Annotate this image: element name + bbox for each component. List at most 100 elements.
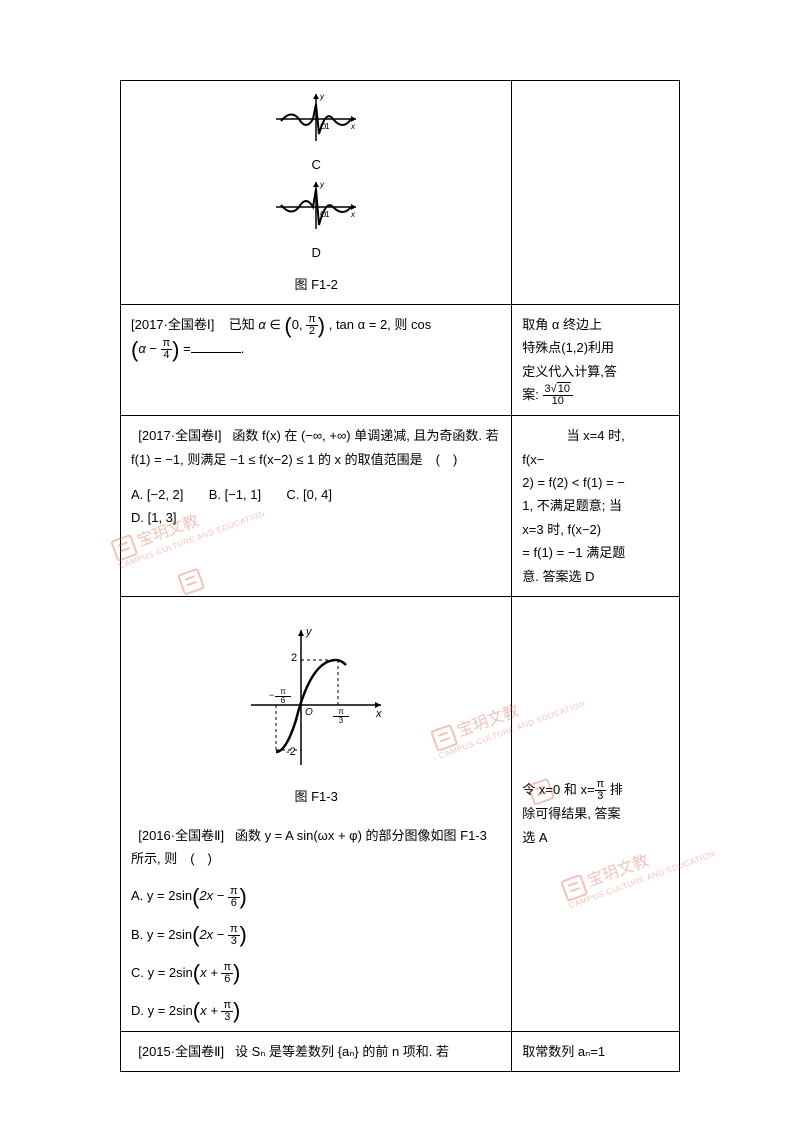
cell-row1-right: [512, 81, 680, 305]
svg-text:−: −: [269, 690, 274, 700]
r4-r-frac: π3: [595, 779, 607, 802]
cell-row3-right: 当 x=4 时, f(x− 2) = f(2) < f(1) = − 1, 不满…: [512, 416, 680, 597]
blank-input: [191, 341, 241, 353]
svg-text:y: y: [305, 626, 313, 638]
r5-r-text: 取常数列 aₙ=1: [522, 1044, 605, 1059]
interval-low: 0: [292, 317, 299, 332]
graph-d-wrap: O 1 x y D: [131, 220, 501, 265]
opt-d-pre: D. y = 2sin: [131, 1003, 193, 1018]
table-row: [2015·全国卷Ⅱ] 设 Sₙ 是等差数列 {aₙ} 的前 n 项和. 若 取…: [121, 1031, 680, 1071]
fig-caption-1: 图 F1-2: [131, 273, 501, 296]
r2-ans-frac: 310 10: [543, 384, 573, 407]
r4-r-pre: 令 x=0 和 x=: [522, 782, 594, 797]
r2-l2: 特殊点(1,2)利用: [522, 336, 669, 359]
source-3: [2017·全国卷Ⅰ]: [138, 428, 221, 443]
r2-l3: 定义代入计算,答: [522, 360, 669, 383]
r2-ans-prefix: 案:: [522, 387, 539, 402]
r3-r-l4: 1, 不满足题意; 当: [522, 494, 669, 517]
table-row: O 1 x y C O 1: [121, 81, 680, 305]
cell-row3-left: [2017·全国卷Ⅰ] 函数 f(x) 在 (−∞, +∞) 单调递减, 且为奇…: [121, 416, 512, 597]
opt-b-frac: π3: [228, 924, 240, 947]
svg-text:y: y: [319, 180, 325, 189]
source-2: [2017·全国卷Ⅰ]: [131, 317, 214, 332]
opt-a-line: A. y = 2sin(2x − π6): [131, 884, 501, 908]
opt-c: C. [0, 4]: [286, 487, 332, 502]
in-text: ∈: [269, 317, 284, 332]
opt-d: D. [1, 3]: [131, 510, 177, 525]
source-4: [2016·全国卷Ⅱ]: [138, 828, 224, 843]
r3-options-line1: A. [−2, 2] B. [−1, 1] C. [0, 4]: [131, 483, 501, 506]
cell-row4-left: 2 O x y -2 − π6 π3 图 F1-3: [121, 596, 512, 1031]
cell-row5-right: 取常数列 aₙ=1: [512, 1031, 680, 1071]
rparen2-icon: ): [172, 341, 179, 359]
r3-r-l6: = f(1) = −1 满足题: [522, 541, 669, 564]
svg-text:1: 1: [325, 122, 330, 131]
svg-text:x: x: [350, 122, 356, 131]
var-alpha: α: [258, 317, 265, 332]
opt-a-frac: π6: [228, 886, 240, 909]
svg-text:2: 2: [291, 652, 297, 664]
svg-text:1: 1: [325, 210, 330, 219]
r3-r-l1: 当 x=4 时,: [522, 424, 669, 447]
rp-a: ): [240, 888, 247, 906]
graph-d: O 1 x y: [271, 177, 361, 232]
r4-r-l3: 选 A: [522, 826, 669, 849]
opt-d-line: D. y = 2sin(x + π3): [131, 999, 501, 1023]
alpha-minus: α −: [138, 341, 157, 356]
rp-d: ): [233, 1002, 240, 1020]
r5-body: 设 Sₙ 是等差数列 {aₙ} 的前 n 项和. 若: [235, 1044, 449, 1059]
rp-b: ): [240, 926, 247, 944]
r4-r-post: 排: [606, 782, 623, 797]
cell-row5-left: [2015·全国卷Ⅱ] 设 Sₙ 是等差数列 {aₙ} 的前 n 项和. 若: [121, 1031, 512, 1071]
graph-f13: 2 O x y -2 − π6 π3: [241, 620, 391, 770]
opt-c-pre: C. y = 2sin: [131, 965, 193, 980]
r4-r-l1: 令 x=0 和 x=π3 排: [522, 778, 669, 802]
r3-r-l3: 2) = f(2) < f(1) = −: [522, 471, 669, 494]
tan-text: , tan α = 2, 则 cos: [329, 317, 432, 332]
opt-a-x: 2x −: [199, 888, 224, 903]
r3-question: [2017·全国卷Ⅰ] 函数 f(x) 在 (−∞, +∞) 单调递减, 且为奇…: [131, 424, 501, 471]
opt-c-line: C. y = 2sin(x + π6): [131, 961, 501, 985]
rparen-icon: ): [318, 317, 325, 335]
cell-row4-right: 令 x=0 和 x=π3 排 除可得结果, 答案 选 A: [512, 596, 680, 1031]
fig-label-d: D: [131, 241, 501, 264]
opt-b-pre: B. y = 2sin: [131, 927, 192, 942]
interval-high-frac: π2: [306, 314, 318, 337]
cell-row2-left: [2017·全国卷Ⅰ] 已知 α ∈ (0, π2) , tan α = 2, …: [121, 304, 512, 415]
table-row: [2017·全国卷Ⅰ] 已知 α ∈ (0, π2) , tan α = 2, …: [121, 304, 680, 415]
opt-b-x: 2x −: [199, 927, 224, 942]
opt-c-frac: π6: [221, 962, 233, 985]
source-5: [2015·全国卷Ⅱ]: [138, 1044, 224, 1059]
opt-a-pre: A. y = 2sin: [131, 888, 192, 903]
opt-b: B. [−1, 1]: [209, 487, 261, 502]
opt-d-frac: π3: [221, 1000, 233, 1023]
table-row: 2 O x y -2 − π6 π3 图 F1-3: [121, 596, 680, 1031]
svg-text:x: x: [375, 708, 382, 720]
fig-label-c: C: [131, 153, 501, 176]
svg-text:x: x: [350, 210, 356, 219]
fig-caption-3: 图 F1-3: [131, 785, 501, 808]
svg-text:y: y: [319, 92, 325, 101]
r4-r-l2: 除可得结果, 答案: [522, 802, 669, 825]
cell-row2-right: 取角 α 终边上 特殊点(1,2)利用 定义代入计算,答 案: 310 10: [512, 304, 680, 415]
pi4-frac: π4: [161, 338, 173, 361]
graph-f13-wrap: 2 O x y -2 − π6 π3 图 F1-3: [131, 620, 501, 809]
svg-text:-2: -2: [286, 746, 296, 758]
r3-r-l5: x=3 时, f(x−2): [522, 518, 669, 541]
r4-question: [2016·全国卷Ⅱ] 函数 y = A sin(ωx + φ) 的部分图像如图…: [131, 824, 501, 871]
r3-options-line2: D. [1, 3]: [131, 506, 501, 529]
svg-text:O: O: [305, 707, 313, 718]
r3-r-l7: 意. 答案选 D: [522, 565, 669, 588]
sqrt-icon: 10: [551, 384, 571, 395]
lp-d: (: [193, 1002, 200, 1020]
r2-l4: 案: 310 10: [522, 383, 669, 407]
exam-table: O 1 x y C O 1: [120, 80, 680, 1072]
lp-c: (: [193, 964, 200, 982]
opt-a: A. [−2, 2]: [131, 487, 183, 502]
table-row: [2017·全国卷Ⅰ] 函数 f(x) 在 (−∞, +∞) 单调递减, 且为奇…: [121, 416, 680, 597]
r2-l1: 取角 α 终边上: [522, 313, 669, 336]
body-pre: 已知: [229, 317, 259, 332]
rp-c: ): [233, 964, 240, 982]
opt-d-x: x +: [200, 1003, 218, 1018]
equals: =: [183, 341, 191, 356]
